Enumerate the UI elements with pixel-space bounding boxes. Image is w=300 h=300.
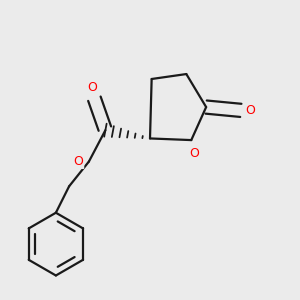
Text: O: O: [74, 155, 83, 168]
Text: O: O: [189, 147, 199, 160]
Text: O: O: [245, 104, 255, 117]
Text: O: O: [87, 81, 97, 94]
